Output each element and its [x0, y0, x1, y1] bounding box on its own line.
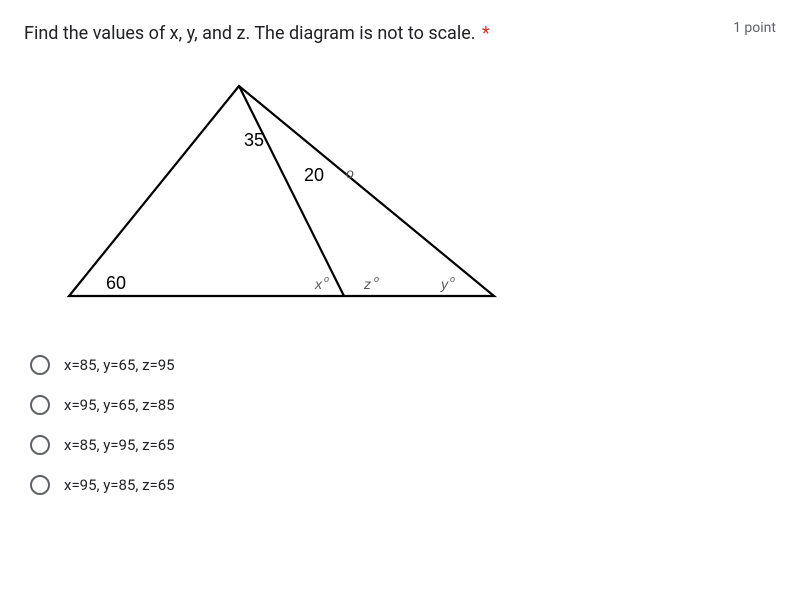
radio-icon: [30, 355, 50, 375]
option-4[interactable]: x=95, y=85, z=65: [30, 475, 776, 495]
svg-text:x: x: [314, 276, 323, 292]
option-2[interactable]: x=95, y=65, z=85: [30, 395, 776, 415]
angle-60-label: 60: [106, 273, 126, 293]
options-list: x=85, y=65, z=95 x=95, y=65, z=85 x=85, …: [30, 355, 776, 495]
option-3[interactable]: x=85, y=95, z=65: [30, 435, 776, 455]
diagram-svg: 35 20 o 60 x o z o y o: [44, 71, 524, 321]
outer-triangle: [69, 86, 494, 296]
option-1[interactable]: x=85, y=65, z=95: [30, 355, 776, 375]
question-header: Find the values of x, y, and z. The diag…: [24, 20, 776, 47]
points-label: 1 point: [733, 20, 776, 36]
angle-20-degree: o: [346, 165, 354, 181]
svg-text:z: z: [363, 276, 371, 292]
triangle-diagram: 35 20 o 60 x o z o y o: [44, 71, 776, 325]
question-text: Find the values of x, y, and z. The diag…: [24, 20, 490, 47]
radio-icon: [30, 395, 50, 415]
svg-text:o: o: [324, 274, 329, 284]
question-body: Find the values of x, y, and z. The diag…: [24, 23, 476, 44]
y-angle-label: y o: [440, 274, 455, 292]
option-3-label: x=85, y=95, z=65: [64, 436, 175, 454]
required-marker: *: [482, 23, 490, 44]
angle-35-label: 35: [244, 130, 264, 150]
option-1-label: x=85, y=65, z=95: [64, 356, 175, 374]
svg-text:o: o: [450, 274, 455, 284]
x-angle-label: x o: [314, 274, 329, 292]
svg-text:o: o: [374, 274, 379, 284]
z-angle-label: z o: [363, 274, 379, 292]
cevian-line: [239, 86, 344, 296]
svg-text:y: y: [440, 276, 449, 292]
option-2-label: x=95, y=65, z=85: [64, 396, 175, 414]
radio-icon: [30, 475, 50, 495]
radio-icon: [30, 435, 50, 455]
angle-20-label: 20: [304, 165, 324, 185]
option-4-label: x=95, y=85, z=65: [64, 476, 175, 494]
